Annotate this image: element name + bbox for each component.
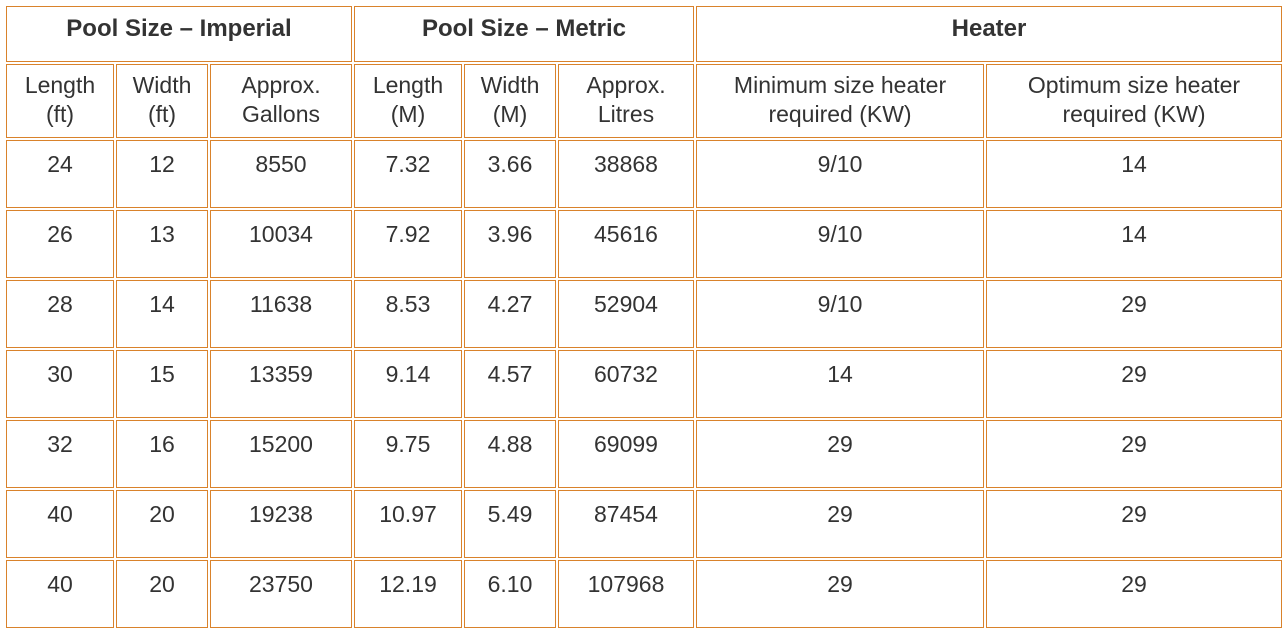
col-length-m: Length (M) <box>354 64 462 138</box>
cell: 10034 <box>210 210 352 278</box>
cell: 4.27 <box>464 280 556 348</box>
group-header-metric: Pool Size – Metric <box>354 6 694 62</box>
table-row: 40 20 23750 12.19 6.10 107968 29 29 <box>6 560 1282 628</box>
cell: 40 <box>6 560 114 628</box>
group-header-row: Pool Size – Imperial Pool Size – Metric … <box>6 6 1282 62</box>
cell: 7.32 <box>354 140 462 208</box>
cell: 29 <box>986 280 1282 348</box>
col-litres: Approx. Litres <box>558 64 694 138</box>
cell: 4.57 <box>464 350 556 418</box>
cell: 40 <box>6 490 114 558</box>
cell: 23750 <box>210 560 352 628</box>
cell: 11638 <box>210 280 352 348</box>
cell: 8.53 <box>354 280 462 348</box>
cell: 30 <box>6 350 114 418</box>
cell: 14 <box>986 140 1282 208</box>
cell: 26 <box>6 210 114 278</box>
cell: 19238 <box>210 490 352 558</box>
cell: 29 <box>986 490 1282 558</box>
table-row: 24 12 8550 7.32 3.66 38868 9/10 14 <box>6 140 1282 208</box>
pool-heater-table: Pool Size – Imperial Pool Size – Metric … <box>4 4 1284 630</box>
cell: 16 <box>116 420 208 488</box>
table-row: 30 15 13359 9.14 4.57 60732 14 29 <box>6 350 1282 418</box>
cell: 60732 <box>558 350 694 418</box>
cell: 5.49 <box>464 490 556 558</box>
cell: 15 <box>116 350 208 418</box>
cell: 29 <box>986 560 1282 628</box>
cell: 13 <box>116 210 208 278</box>
sub-header-row: Length (ft) Width (ft) Approx. Gallons L… <box>6 64 1282 138</box>
cell: 28 <box>6 280 114 348</box>
cell: 24 <box>6 140 114 208</box>
table-row: 28 14 11638 8.53 4.27 52904 9/10 29 <box>6 280 1282 348</box>
cell: 15200 <box>210 420 352 488</box>
col-gallons: Approx. Gallons <box>210 64 352 138</box>
cell: 12 <box>116 140 208 208</box>
group-header-heater: Heater <box>696 6 1282 62</box>
cell: 29 <box>696 420 984 488</box>
group-header-imperial: Pool Size – Imperial <box>6 6 352 62</box>
cell: 13359 <box>210 350 352 418</box>
col-length-ft: Length (ft) <box>6 64 114 138</box>
cell: 7.92 <box>354 210 462 278</box>
table-row: 26 13 10034 7.92 3.96 45616 9/10 14 <box>6 210 1282 278</box>
cell: 9.75 <box>354 420 462 488</box>
cell: 4.88 <box>464 420 556 488</box>
cell: 45616 <box>558 210 694 278</box>
cell: 87454 <box>558 490 694 558</box>
cell: 14 <box>696 350 984 418</box>
col-width-ft: Width (ft) <box>116 64 208 138</box>
cell: 8550 <box>210 140 352 208</box>
cell: 14 <box>986 210 1282 278</box>
cell: 9/10 <box>696 140 984 208</box>
cell: 29 <box>986 350 1282 418</box>
cell: 29 <box>696 560 984 628</box>
cell: 29 <box>696 490 984 558</box>
cell: 3.96 <box>464 210 556 278</box>
cell: 38868 <box>558 140 694 208</box>
table-row: 40 20 19238 10.97 5.49 87454 29 29 <box>6 490 1282 558</box>
cell: 9.14 <box>354 350 462 418</box>
col-width-m: Width (M) <box>464 64 556 138</box>
cell: 20 <box>116 560 208 628</box>
cell: 52904 <box>558 280 694 348</box>
cell: 20 <box>116 490 208 558</box>
cell: 32 <box>6 420 114 488</box>
table-row: 32 16 15200 9.75 4.88 69099 29 29 <box>6 420 1282 488</box>
cell: 107968 <box>558 560 694 628</box>
cell: 9/10 <box>696 280 984 348</box>
table-body: 24 12 8550 7.32 3.66 38868 9/10 14 26 13… <box>6 140 1282 628</box>
cell: 69099 <box>558 420 694 488</box>
col-min-heater: Minimum size heater required (KW) <box>696 64 984 138</box>
cell: 29 <box>986 420 1282 488</box>
cell: 12.19 <box>354 560 462 628</box>
cell: 9/10 <box>696 210 984 278</box>
cell: 3.66 <box>464 140 556 208</box>
cell: 10.97 <box>354 490 462 558</box>
col-opt-heater: Optimum size heater required (KW) <box>986 64 1282 138</box>
cell: 14 <box>116 280 208 348</box>
cell: 6.10 <box>464 560 556 628</box>
